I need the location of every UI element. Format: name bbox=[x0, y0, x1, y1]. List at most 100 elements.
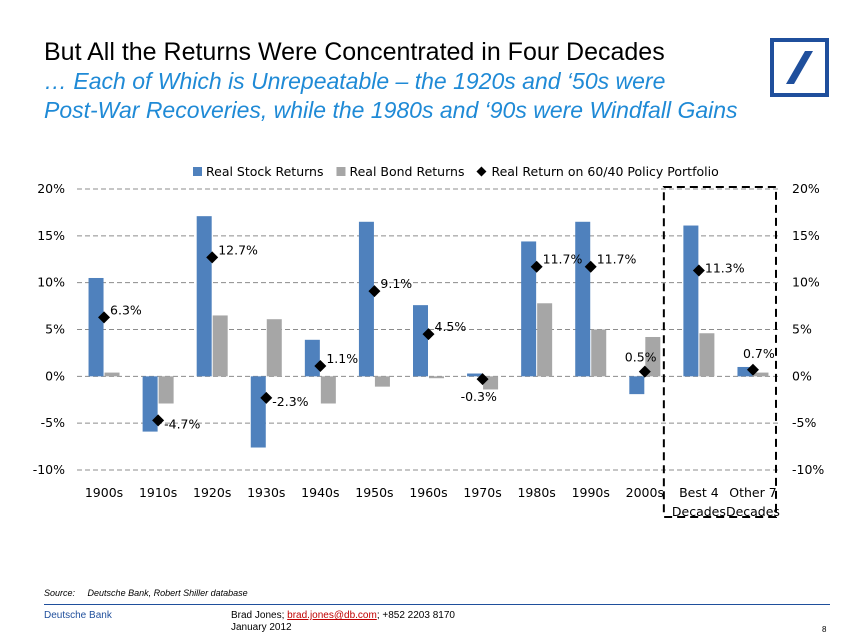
portfolio-data-label-1940s: 1.1% bbox=[326, 351, 358, 366]
x-tick-label: Other 7 bbox=[729, 485, 776, 500]
chart-data-labels: 6.3% -4.7% 12.7% -2.3% 1.1% 9.1% 4.5% -0.3% 11.7… bbox=[110, 242, 775, 431]
portfolio-marker-1980s bbox=[530, 260, 543, 273]
stock-return-bar-1970s bbox=[467, 373, 483, 377]
footer-author: Brad Jones; brad.jones@db.com; +852 2203… bbox=[231, 610, 455, 621]
slide-subtitle-line-1: … Each of Which is Unrepeatable – the 19… bbox=[44, 68, 666, 94]
y-tick-label-right: -10% bbox=[792, 462, 824, 477]
stock-return-bar-1920s bbox=[196, 216, 212, 377]
bond-return-bar-1990s bbox=[591, 329, 607, 377]
y-axis-left: -10% -5% 0% 5% 10% 15% 20% bbox=[33, 181, 65, 477]
y-tick-label-right: 20% bbox=[792, 181, 820, 196]
portfolio-data-label-1960s: 4.5% bbox=[435, 319, 467, 334]
x-tick-label: 1920s bbox=[193, 485, 231, 500]
stock-return-bar-other-7-decades bbox=[737, 366, 753, 377]
x-tick-label: 1970s bbox=[463, 485, 501, 500]
portfolio-marker-best-4-decades bbox=[692, 264, 705, 277]
author-email-link[interactable]: brad.jones@db.com bbox=[287, 610, 377, 621]
x-tick-label: Decades bbox=[726, 504, 780, 519]
source-note: Source: Deutsche Bank, Robert Shiller da… bbox=[44, 588, 258, 598]
portfolio-data-label-1980s: 11.7% bbox=[543, 252, 583, 267]
slide-subtitle-line-2: Post-War Recoveries, while the 1980s and… bbox=[44, 97, 738, 123]
bond-return-bar-1950s bbox=[374, 376, 390, 387]
y-tick-label-left: 20% bbox=[37, 181, 65, 196]
portfolio-data-label-1900s: 6.3% bbox=[110, 302, 142, 317]
portfolio-marker-1950s bbox=[368, 285, 381, 298]
stock-return-bar-best-4-decades bbox=[683, 225, 699, 377]
legend-label-real-stock-returns: Real Stock Returns bbox=[206, 164, 323, 179]
portfolio-marker-1900s bbox=[98, 311, 111, 324]
author-phone: ; +852 2203 8170 bbox=[376, 610, 455, 621]
x-tick-label: 2000s bbox=[626, 485, 664, 500]
bond-return-bar-1910s bbox=[158, 376, 174, 404]
bond-return-bar-best-4-decades bbox=[699, 333, 715, 377]
legend-label-real-return-on-60-40-policy-portfolio: Real Return on 60/40 Policy Portfolio bbox=[491, 164, 718, 179]
y-tick-label-left: -10% bbox=[33, 462, 65, 477]
chart-markers bbox=[98, 251, 759, 427]
bond-return-bar-1960s bbox=[429, 376, 444, 379]
portfolio-data-label-other-7-decades: 0.7% bbox=[743, 346, 775, 361]
chart-bars bbox=[88, 216, 769, 448]
portfolio-data-label-1920s: 12.7% bbox=[218, 242, 258, 257]
logo-slash-icon bbox=[786, 51, 813, 84]
y-tick-label-right: 0% bbox=[792, 368, 812, 383]
portfolio-marker-1990s bbox=[584, 260, 597, 273]
y-tick-label-left: 10% bbox=[37, 275, 65, 290]
portfolio-data-label-2000s: 0.5% bbox=[625, 350, 657, 365]
footer-date: January 2012 bbox=[231, 622, 292, 633]
portfolio-data-label-1990s: 11.7% bbox=[597, 252, 637, 267]
x-tick-label: Decades bbox=[672, 504, 726, 519]
portfolio-marker-1910s bbox=[152, 414, 165, 427]
portfolio-data-label-1950s: 9.1% bbox=[380, 276, 412, 291]
x-axis-labels: 1900s 1910s 1920s 1930s 1940s 1950s 1960s 1970s… bbox=[85, 485, 780, 519]
footer-divider bbox=[44, 604, 830, 605]
slide-title: But All the Returns Were Concentrated in… bbox=[44, 38, 665, 66]
stock-return-bar-1980s bbox=[521, 241, 537, 377]
x-tick-label: 1930s bbox=[247, 485, 285, 500]
portfolio-data-label-1910s: -4.7% bbox=[164, 416, 200, 431]
y-tick-label-right: -5% bbox=[792, 415, 816, 430]
x-tick-label: 1990s bbox=[572, 485, 610, 500]
bond-return-bar-1940s bbox=[320, 376, 336, 404]
bond-return-bar-1900s bbox=[104, 372, 120, 377]
bond-return-bar-1980s bbox=[537, 303, 553, 377]
y-tick-label-right: 15% bbox=[792, 228, 820, 243]
best-vs-other-highlight-box bbox=[662, 186, 777, 518]
legend-swatch-real-return-on-60-40-policy-portfolio bbox=[476, 166, 487, 177]
portfolio-marker-1920s bbox=[206, 251, 219, 264]
chart-legend: Real Stock Returns Real Bond Returns Real … bbox=[193, 164, 719, 179]
portfolio-marker-other-7-decades bbox=[746, 363, 759, 376]
deutsche-bank-logo-icon bbox=[770, 38, 829, 97]
stock-return-bar-1910s bbox=[142, 376, 158, 432]
legend-label-real-bond-returns: Real Bond Returns bbox=[349, 164, 464, 179]
stock-return-bar-1950s bbox=[358, 221, 374, 377]
y-tick-label-right: 10% bbox=[792, 275, 820, 290]
stock-return-bar-1900s bbox=[88, 277, 104, 377]
x-tick-label: Best 4 bbox=[679, 485, 719, 500]
stock-return-bar-1990s bbox=[575, 221, 591, 377]
x-tick-label: 1940s bbox=[301, 485, 339, 500]
legend-swatch-real-bond-returns bbox=[336, 167, 346, 176]
x-tick-label: 1980s bbox=[517, 485, 555, 500]
portfolio-marker-1940s bbox=[314, 360, 327, 373]
y-tick-label-left: -5% bbox=[41, 415, 65, 430]
y-tick-label-left: 5% bbox=[45, 322, 65, 337]
portfolio-data-label-best-4-decades: 11.3% bbox=[705, 260, 745, 275]
stock-return-bar-2000s bbox=[629, 376, 645, 395]
x-tick-label: 1950s bbox=[355, 485, 393, 500]
bond-return-bar-2000s bbox=[645, 336, 661, 377]
footer-brand: Deutsche Bank bbox=[44, 610, 112, 621]
y-tick-label-left: 15% bbox=[37, 228, 65, 243]
portfolio-data-label-1930s: -2.3% bbox=[272, 394, 308, 409]
y-tick-label-right: 5% bbox=[792, 322, 812, 337]
bond-return-bar-1920s bbox=[212, 315, 228, 377]
y-axis-right: -10% -5% 0% 5% 10% 15% 20% bbox=[792, 181, 824, 477]
page-number: 8 bbox=[822, 625, 827, 634]
bond-return-bar-1930s bbox=[266, 319, 282, 377]
portfolio-marker-1970s bbox=[476, 373, 489, 386]
portfolio-marker-2000s bbox=[638, 365, 651, 378]
stock-return-bar-1940s bbox=[304, 339, 320, 377]
x-tick-label: 1910s bbox=[139, 485, 177, 500]
author-name: Brad Jones; bbox=[231, 610, 288, 621]
x-tick-label: 1900s bbox=[85, 485, 123, 500]
portfolio-data-label-1970s: -0.3% bbox=[461, 389, 497, 404]
